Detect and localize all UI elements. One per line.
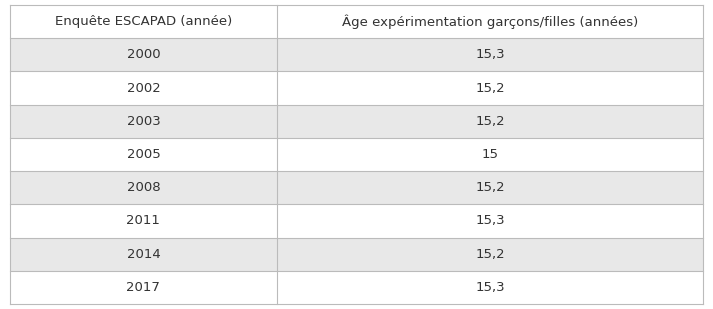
Text: 15,2: 15,2 (475, 115, 505, 128)
Bar (10, 71, 277, 105)
Text: 2005: 2005 (126, 148, 160, 161)
Bar (277, 38, 703, 71)
Text: 15,2: 15,2 (475, 248, 505, 261)
Bar (10, 271, 277, 304)
Bar (10, 5, 277, 38)
Bar (277, 71, 703, 105)
Text: 2014: 2014 (126, 248, 160, 261)
Text: 15,3: 15,3 (475, 48, 505, 61)
Text: Enquête ESCAPAD (année): Enquête ESCAPAD (année) (55, 15, 232, 28)
Bar (277, 238, 703, 271)
Text: 15: 15 (481, 148, 498, 161)
Bar (277, 204, 703, 238)
Text: 2002: 2002 (126, 82, 160, 95)
Text: 2003: 2003 (126, 115, 160, 128)
Bar (10, 105, 277, 138)
Bar (277, 105, 703, 138)
Bar (277, 271, 703, 304)
Text: 2011: 2011 (126, 214, 160, 227)
Text: 15,3: 15,3 (475, 214, 505, 227)
Text: 2017: 2017 (126, 281, 160, 294)
Bar (10, 38, 277, 71)
Text: 2000: 2000 (127, 48, 160, 61)
Text: 15,3: 15,3 (475, 281, 505, 294)
Text: 2008: 2008 (127, 181, 160, 194)
Bar (277, 171, 703, 204)
Bar (10, 171, 277, 204)
Bar (277, 138, 703, 171)
Bar (277, 5, 703, 38)
Bar (10, 138, 277, 171)
Bar (10, 238, 277, 271)
Bar (10, 204, 277, 238)
Text: 15,2: 15,2 (475, 82, 505, 95)
Text: Âge expérimentation garçons/filles (années): Âge expérimentation garçons/filles (anné… (342, 14, 638, 29)
Text: 15,2: 15,2 (475, 181, 505, 194)
